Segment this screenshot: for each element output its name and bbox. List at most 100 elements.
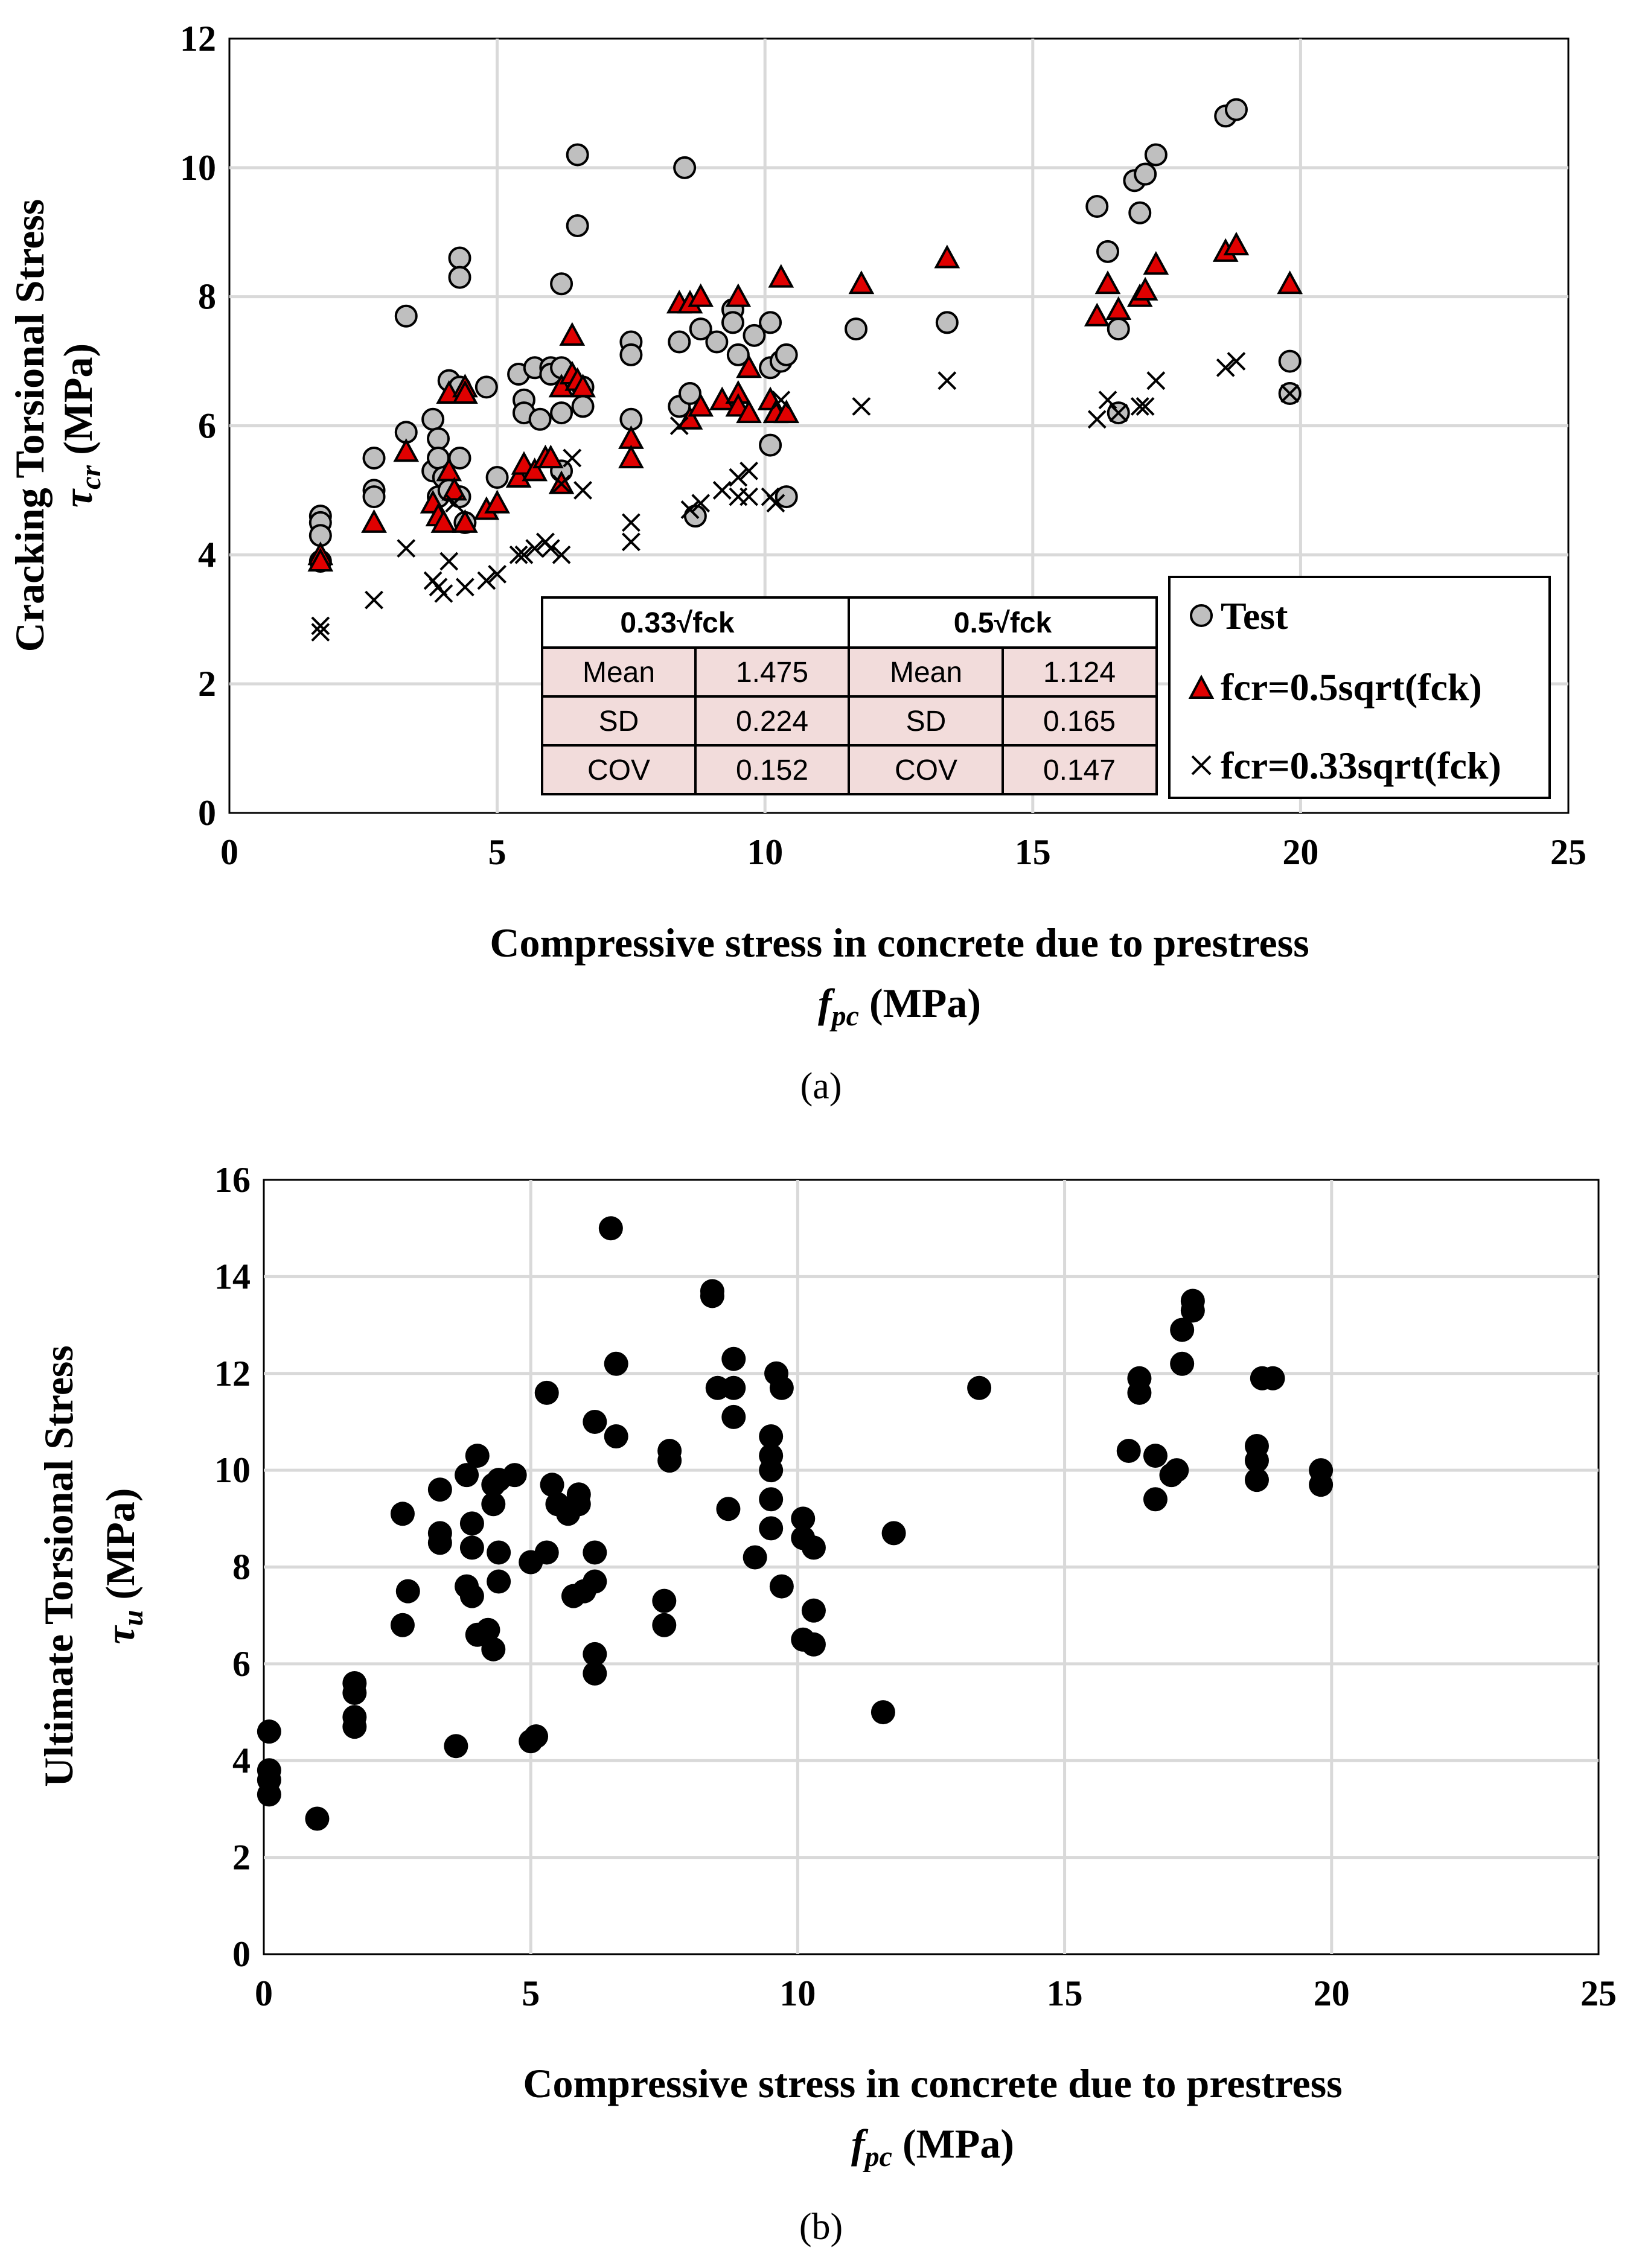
svg-text:τcr (MPa): τcr (MPa)	[55, 343, 107, 508]
y-tick-label: 10	[214, 1450, 251, 1490]
stats-table-header-033: 0.33√fck	[620, 607, 734, 639]
point-fcr-033	[552, 545, 571, 564]
stats-table-cell: 1.124	[1043, 657, 1116, 689]
point-fcr-033	[514, 545, 534, 564]
point-fcr-05	[361, 509, 387, 533]
point-fcr-033	[740, 461, 758, 480]
point-fcr-05	[484, 489, 510, 514]
legend-marker-test	[1190, 604, 1213, 627]
point-fcr-05	[848, 270, 875, 295]
point-ultimate	[476, 1617, 500, 1642]
point-test	[1107, 317, 1130, 341]
point-ultimate	[390, 1502, 415, 1526]
point-fcr-033	[680, 500, 700, 519]
point-fcr-033	[1227, 352, 1246, 371]
panel-a-caption: (a)	[800, 1066, 842, 1107]
point-test	[678, 382, 701, 406]
stats-table-cell: 1.475	[736, 657, 808, 689]
point-fcr-033	[365, 590, 383, 610]
point-fcr-033	[938, 371, 957, 390]
point-test	[619, 343, 643, 366]
point-test	[775, 485, 798, 509]
point-test	[759, 433, 782, 457]
stats-table-cell: COV	[587, 754, 650, 786]
y-tick-label: 4	[198, 535, 216, 575]
point-ultimate	[801, 1535, 826, 1560]
point-test	[668, 330, 691, 354]
point-test	[528, 407, 552, 431]
point-fcr-05	[570, 374, 596, 398]
point-ultimate	[657, 1448, 682, 1473]
stats-table-grid	[541, 596, 1158, 795]
point-fcr-05	[677, 406, 703, 430]
point-fcr-033	[525, 539, 545, 558]
x-tick-label: 10	[779, 1973, 816, 2013]
point-ultimate	[967, 1375, 992, 1400]
point-ultimate	[1143, 1444, 1168, 1468]
point-test	[1278, 349, 1302, 373]
point-ultimate	[534, 1540, 559, 1565]
point-test	[775, 343, 798, 366]
point-fcr-033	[311, 616, 330, 635]
point-ultimate	[716, 1497, 741, 1521]
legend-label-test: Test	[1221, 594, 1288, 637]
point-ultimate	[791, 1506, 816, 1531]
y-tick-label: 8	[198, 277, 216, 317]
legend-marker-05	[1188, 674, 1215, 699]
point-fcr-05	[559, 322, 586, 346]
point-test	[566, 214, 589, 238]
point-fcr-033	[563, 448, 582, 468]
point-test	[1134, 162, 1157, 186]
point-ultimate	[1170, 1351, 1195, 1376]
point-test	[1096, 240, 1120, 263]
point-fcr-033	[852, 397, 871, 416]
point-ultimate	[759, 1487, 784, 1512]
legend-box	[1168, 576, 1551, 799]
point-fcr-033	[1087, 410, 1107, 429]
panel-a-gridlines	[229, 39, 1568, 813]
point-test	[566, 143, 589, 167]
point-ultimate	[395, 1579, 420, 1604]
point-ultimate	[481, 1492, 506, 1517]
stats-table-cell: Mean	[583, 657, 655, 689]
panel-b-y-tick-labels: 0 2 4 6 8 10 12 14 16	[214, 1160, 251, 1974]
panel-a-data-points	[307, 98, 1303, 642]
y-tick-label: 2	[232, 1838, 251, 1878]
stats-table-cell: COV	[895, 754, 957, 786]
panel-a-y-tick-labels: 0 2 4 6 8 10 12	[180, 19, 216, 833]
panel-b-x-tick-labels: 0 5 10 15 20 25	[255, 1973, 1617, 2013]
point-fcr-05	[307, 547, 334, 572]
point-test	[394, 304, 418, 328]
point-fcr-033	[573, 481, 592, 500]
point-test	[743, 323, 766, 347]
point-test	[1224, 98, 1248, 121]
point-ultimate	[652, 1613, 677, 1637]
point-fcr-033	[771, 390, 791, 410]
panel-b-caption: (b)	[799, 2206, 843, 2247]
point-ultimate	[444, 1734, 468, 1759]
point-ultimate	[604, 1424, 628, 1448]
x-tick-label: 25	[1580, 1973, 1617, 2013]
point-test	[935, 311, 959, 334]
point-fcr-05	[1223, 231, 1250, 256]
x-tick-label: 15	[1047, 1973, 1083, 2013]
panel-b-y-axis-symbol: τu (MPa)	[97, 1488, 149, 1645]
point-test	[845, 317, 868, 341]
point-ultimate	[566, 1492, 591, 1517]
point-ultimate	[1143, 1487, 1168, 1512]
point-fcr-05	[537, 444, 564, 468]
point-fcr-033	[766, 494, 785, 513]
y-tick-label: 8	[232, 1547, 251, 1587]
point-ultimate	[342, 1715, 367, 1739]
point-ultimate	[1244, 1448, 1269, 1473]
y-tick-label: 2	[198, 664, 216, 704]
svg-text:Cracking Torsional Stress: Cracking Torsional Stress	[7, 199, 53, 652]
point-ultimate	[721, 1404, 746, 1429]
point-fcr-033	[1146, 371, 1166, 390]
stats-table: 0.33√fck 0.5√fck Mean 1.475 Mean 1.124 S…	[541, 596, 1158, 795]
point-fcr-033	[1109, 403, 1128, 422]
point-fcr-033	[669, 416, 689, 435]
point-test	[550, 272, 573, 296]
point-ultimate	[481, 1637, 506, 1661]
point-ultimate	[604, 1351, 628, 1376]
